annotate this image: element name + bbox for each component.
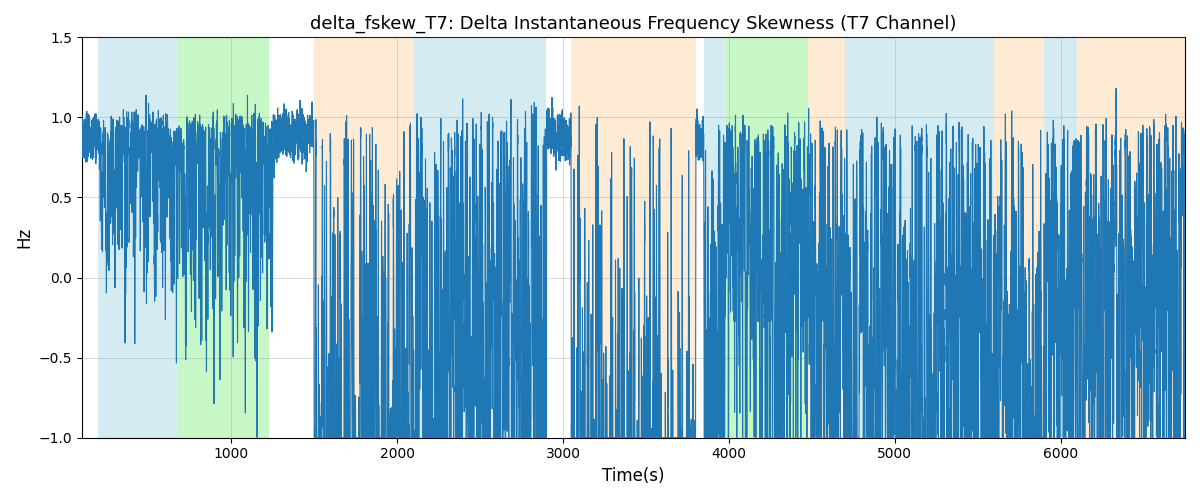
Bar bbox=[178, 38, 269, 438]
Title: delta_fskew_T7: Delta Instantaneous Frequency Skewness (T7 Channel): delta_fskew_T7: Delta Instantaneous Freq… bbox=[311, 15, 956, 34]
Bar bbox=[809, 38, 845, 438]
Bar bbox=[726, 38, 809, 438]
X-axis label: Time(s): Time(s) bbox=[602, 467, 665, 485]
Bar bbox=[995, 38, 1044, 438]
Y-axis label: Hz: Hz bbox=[14, 227, 32, 248]
Bar bbox=[704, 38, 726, 438]
Bar bbox=[845, 38, 995, 438]
Bar bbox=[1044, 38, 1078, 438]
Bar bbox=[314, 38, 414, 438]
Bar bbox=[571, 38, 696, 438]
Bar bbox=[98, 38, 178, 438]
Bar bbox=[414, 38, 546, 438]
Bar bbox=[1078, 38, 1186, 438]
